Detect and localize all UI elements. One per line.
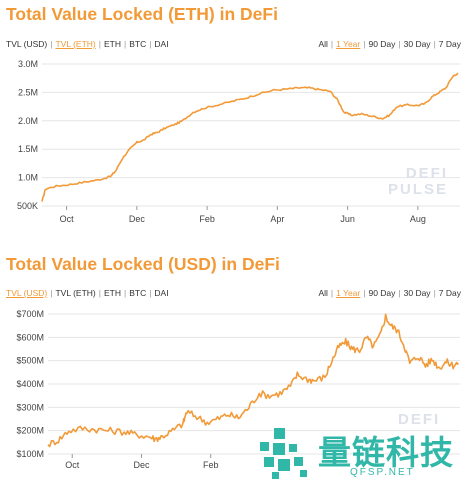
defi-watermark-text: DEFI [405,165,449,182]
x-tick-label: Oct [65,460,80,470]
x-tick-label: Feb [203,460,219,470]
y-tick-label: $300M [16,402,44,412]
y-tick-label: $600M [16,332,44,342]
y-tick-label: 1.5M [18,144,38,154]
range-option-30-day[interactable]: 30 Day [403,39,431,49]
toolbar-separator: | [398,288,401,298]
defi-pulse-watermark-2: DEFI [398,412,440,428]
plot-eth: 500K 1.0M 1.5M 2.0M 2.5M 3.0M Oct Dec Feb Apr Jun A… [17,59,460,224]
x-tick-label: Feb [199,214,215,224]
pulse-watermark-text: PULSE [388,181,449,198]
y-tick-label: $100M [16,449,44,459]
x-tick-label: Aug [410,214,426,224]
metric-option-tvl-eth[interactable]: TVL (ETH) [55,39,96,49]
series-line [47,313,459,448]
range-option-1-year[interactable]: 1 Year [336,39,361,49]
toolbar-separator: | [50,39,53,49]
y-tick-label: 500K [17,201,38,211]
y-tick-label: 3.0M [18,59,38,69]
toolbar-separator: | [363,288,366,298]
toolbar-separator: | [398,39,401,49]
chart-title-usd: Total Value Locked (USD) in DeFi [6,254,280,274]
toolbar-separator: | [149,39,152,49]
range-option-all[interactable]: All [318,288,328,298]
range-option-7-day[interactable]: 7 Day [438,288,461,298]
metric-option-dai[interactable]: DAI [154,39,169,49]
metric-option-eth[interactable]: ETH [103,39,121,49]
x-tick-label: Dec [133,460,150,470]
x-tick-label: Oct [60,214,75,224]
y-tick-label: $700M [16,309,44,319]
range-options-usd: All | 1 Year | 90 Day | 30 Day | 7 Day [318,286,461,300]
defi-pulse-watermark: DEFI PULSE [388,166,448,198]
x-tick-label: Apr [270,214,284,224]
toolbar-separator: | [50,288,53,298]
toolbar-separator: | [123,288,127,298]
metric-option-btc[interactable]: BTC [129,39,147,49]
range-options-eth: All | 1 Year | 90 Day | 30 Day | 7 Day [318,37,461,51]
y-tick-label: 2.0M [18,116,38,126]
metric-option-tvl-usd[interactable]: TVL (USD) [6,39,48,49]
toolbar-separator: | [98,288,101,298]
range-option-all[interactable]: All [318,39,328,49]
chart-title-eth: Total Value Locked (ETH) in DeFi [6,4,278,24]
x-tick-label: Dec [129,214,146,224]
metric-options-usd: TVL (USD) | TVL (ETH) | ETH | BTC | DAI [6,286,169,300]
toolbar-separator: | [433,39,436,49]
toolbar-separator: | [363,39,366,49]
metric-option-tvl-eth[interactable]: TVL (ETH) [55,288,96,298]
toolbar-separator: | [123,39,127,49]
y-tick-label: 1.0M [18,173,38,183]
toolbar-separator: | [330,39,334,49]
toolbar-separator: | [98,39,101,49]
toolbar-eth: TVL (USD) | TVL (ETH) | ETH | BTC | DAI All | 1 Ye… [6,37,461,51]
range-option-1-year[interactable]: 1 Year [336,288,361,298]
range-option-90-day[interactable]: 90 Day [368,288,396,298]
plot-usd: $100M $200M $300M $400M $500M $600M $700M Oct De… [16,309,460,470]
y-tick-label: 2.5M [18,87,38,97]
y-tick-label: $400M [16,379,44,389]
qfsp-watermark-cn: 量链科技 [318,434,454,471]
toolbar-separator: | [330,288,334,298]
toolbar-separator: | [433,288,436,298]
range-option-7-day[interactable]: 7 Day [438,39,461,49]
toolbar-separator: | [149,288,152,298]
x-tick-label: Jun [340,214,355,224]
qfsp-logo-icon [260,428,307,479]
defi-watermark-text-2: DEFI [398,411,441,428]
series-line [41,72,459,202]
range-option-30-day[interactable]: 30 Day [403,288,431,298]
metric-option-dai[interactable]: DAI [154,288,169,298]
y-tick-label: $500M [16,356,44,366]
y-tick-label: $200M [16,426,44,436]
range-option-90-day[interactable]: 90 Day [368,39,396,49]
toolbar-usd: TVL (USD) | TVL (ETH) | ETH | BTC | DAI All | 1 Ye… [6,286,461,300]
metric-options-eth: TVL (USD) | TVL (ETH) | ETH | BTC | DAI [6,37,169,51]
qfsp-watermark-en: QFSP.NET [350,467,415,478]
metric-option-btc[interactable]: BTC [129,288,147,298]
metric-option-tvl-usd[interactable]: TVL (USD) [6,288,48,298]
metric-option-eth[interactable]: ETH [103,288,121,298]
